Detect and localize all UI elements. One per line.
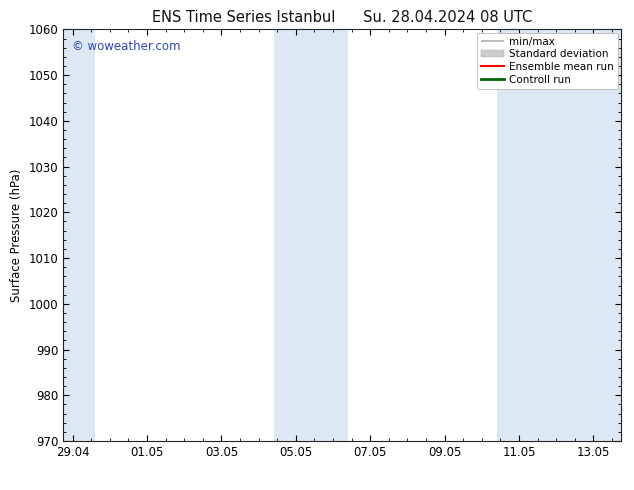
Legend: min/max, Standard deviation, Ensemble mean run, Controll run: min/max, Standard deviation, Ensemble me… (477, 32, 618, 89)
Bar (496, 29, 621, 441)
Y-axis label: Surface Pressure (hPa): Surface Pressure (hPa) (10, 169, 23, 302)
Text: © woweather.com: © woweather.com (72, 40, 180, 53)
Bar (273, 29, 348, 441)
Bar (63, 29, 95, 441)
Title: ENS Time Series Istanbul      Su. 28.04.2024 08 UTC: ENS Time Series Istanbul Su. 28.04.2024 … (152, 10, 533, 25)
